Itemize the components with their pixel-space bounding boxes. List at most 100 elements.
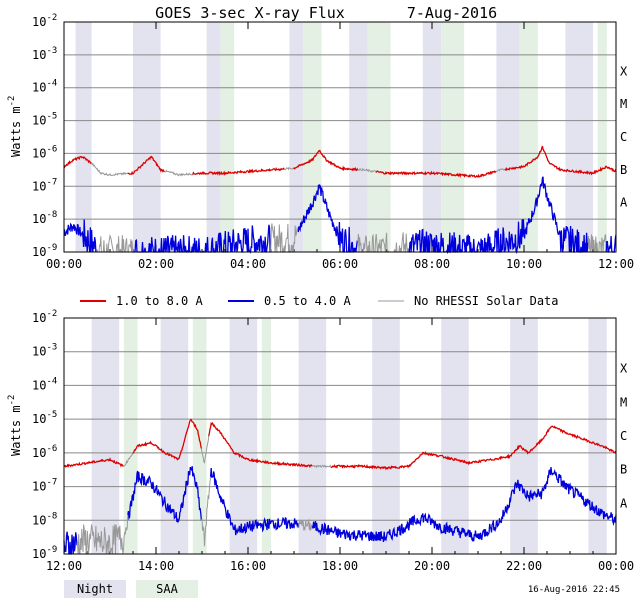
no-rhessi-trace bbox=[91, 162, 128, 177]
x-tick-label: 16:00 bbox=[230, 559, 266, 573]
short-channel-trace bbox=[605, 234, 617, 253]
legend-label-rhessi: No RHESSI Solar Data bbox=[414, 294, 559, 308]
night-band bbox=[441, 318, 469, 554]
flare-class-label: X bbox=[620, 362, 628, 376]
long-channel-trace bbox=[293, 149, 359, 172]
flare-class-label: M bbox=[620, 97, 627, 111]
night-band bbox=[372, 318, 400, 554]
y-tick-label: 10-4 bbox=[32, 376, 57, 392]
flare-class-label: C bbox=[620, 130, 627, 144]
saa-band bbox=[123, 318, 138, 554]
night-swatch bbox=[64, 580, 126, 598]
saa-band bbox=[519, 22, 538, 252]
chart-date: 7-Aug-2016 bbox=[407, 4, 497, 22]
generation-timestamp: 16-Aug-2016 22:45 bbox=[528, 585, 620, 595]
panel-top: 10-2 10-3 10-4 10-5 10-6 10-7 10-8 10-9 X M C B A Wat… bbox=[7, 13, 634, 271]
x-tick-label: 04:00 bbox=[230, 257, 266, 271]
night-label: Night bbox=[77, 582, 113, 596]
night-band bbox=[289, 22, 304, 252]
chart-title: GOES 3-sec X-ray Flux bbox=[155, 4, 345, 22]
no-rhessi-trace bbox=[495, 168, 506, 173]
short-channel-trace bbox=[63, 531, 79, 555]
x-tick-label: 22:00 bbox=[506, 559, 542, 573]
flare-class-label: A bbox=[620, 496, 628, 510]
y-tick-label: 10-8 bbox=[32, 210, 57, 226]
x-tick-label: 12:00 bbox=[46, 559, 82, 573]
no-rhessi-trace bbox=[357, 167, 377, 173]
x-tick-label: 12:00 bbox=[598, 257, 634, 271]
no-rhessi-trace bbox=[312, 464, 332, 469]
x-tick-label: 00:00 bbox=[598, 559, 634, 573]
y-tick-label: 10-2 bbox=[32, 13, 57, 29]
night-band bbox=[133, 22, 161, 252]
saa-band bbox=[441, 22, 465, 252]
y-tick-label: 10-6 bbox=[32, 144, 57, 160]
night-band bbox=[565, 22, 593, 252]
y-axis-title: Watts m-2 bbox=[7, 96, 23, 157]
short-channel-trace bbox=[63, 219, 97, 253]
y-tick-label: 10-2 bbox=[32, 309, 57, 325]
line-legend: 1.0 to 8.0 A 0.5 to 4.0 A No RHESSI Sola… bbox=[80, 294, 559, 308]
saa-band bbox=[220, 22, 235, 252]
y-tick-label: 10-5 bbox=[32, 112, 57, 128]
no-rhessi-trace bbox=[123, 453, 134, 467]
night-band bbox=[349, 22, 368, 252]
flare-class-label: X bbox=[620, 64, 628, 78]
night-band bbox=[91, 318, 120, 554]
night-band bbox=[422, 22, 442, 252]
night-band bbox=[206, 22, 221, 252]
no-rhessi-trace bbox=[200, 436, 210, 464]
y-tick-label: 10-5 bbox=[32, 410, 57, 426]
y-tick-label: 10-7 bbox=[32, 177, 57, 193]
y-tick-label: 10-9 bbox=[32, 545, 57, 561]
night-band bbox=[588, 318, 607, 554]
y-tick-label: 10-6 bbox=[32, 444, 57, 460]
long-channel-trace bbox=[504, 145, 617, 176]
y-tick-label: 10-8 bbox=[32, 511, 57, 527]
shading-legend: Night SAA bbox=[64, 580, 198, 598]
night-band bbox=[75, 22, 92, 252]
long-channel-trace bbox=[208, 421, 313, 469]
long-channel-trace bbox=[63, 457, 124, 468]
panel-bottom: 10-2 10-3 10-4 10-5 10-6 10-7 10-8 10-9 X M C B A Wat… bbox=[7, 309, 634, 573]
no-rhessi-trace bbox=[164, 169, 193, 177]
flare-class-label: M bbox=[620, 395, 627, 409]
saa-band bbox=[192, 318, 207, 554]
long-channel-trace bbox=[132, 418, 203, 461]
long-channel-trace bbox=[330, 425, 617, 471]
no-rhessi-trace bbox=[95, 233, 134, 253]
x-tick-label: 20:00 bbox=[414, 559, 450, 573]
saa-swatch bbox=[136, 580, 198, 598]
saa-band bbox=[261, 318, 271, 554]
night-band bbox=[496, 22, 520, 252]
short-channel-trace bbox=[408, 176, 589, 255]
legend-label-short: 0.5 to 4.0 A bbox=[264, 294, 351, 308]
x-tick-label: 08:00 bbox=[414, 257, 450, 271]
y-tick-label: 10-3 bbox=[32, 343, 57, 359]
saa-band bbox=[303, 22, 322, 252]
legend-label-long: 1.0 to 8.0 A bbox=[116, 294, 203, 308]
flare-class-label: A bbox=[620, 196, 628, 210]
saa-label: SAA bbox=[156, 582, 178, 596]
plot-frame bbox=[63, 317, 617, 555]
night-band bbox=[510, 318, 538, 554]
saa-band bbox=[597, 22, 607, 252]
x-tick-label: 14:00 bbox=[138, 559, 174, 573]
flare-class-label: C bbox=[620, 429, 627, 443]
short-channel-trace bbox=[311, 467, 617, 543]
y-tick-label: 10-3 bbox=[32, 46, 57, 62]
y-tick-label: 10-4 bbox=[32, 79, 57, 95]
x-tick-label: 10:00 bbox=[506, 257, 542, 271]
flare-class-label: B bbox=[620, 463, 627, 477]
long-channel-trace bbox=[127, 155, 165, 175]
no-rhessi-trace bbox=[297, 518, 313, 532]
y-tick-label: 10-7 bbox=[32, 478, 57, 494]
x-tick-label: 02:00 bbox=[138, 257, 174, 271]
x-tick-label: 06:00 bbox=[322, 257, 358, 271]
y-tick-label: 10-9 bbox=[32, 243, 57, 259]
long-channel-trace bbox=[375, 170, 497, 179]
plot-frame bbox=[63, 21, 617, 253]
long-channel-trace bbox=[192, 166, 285, 177]
